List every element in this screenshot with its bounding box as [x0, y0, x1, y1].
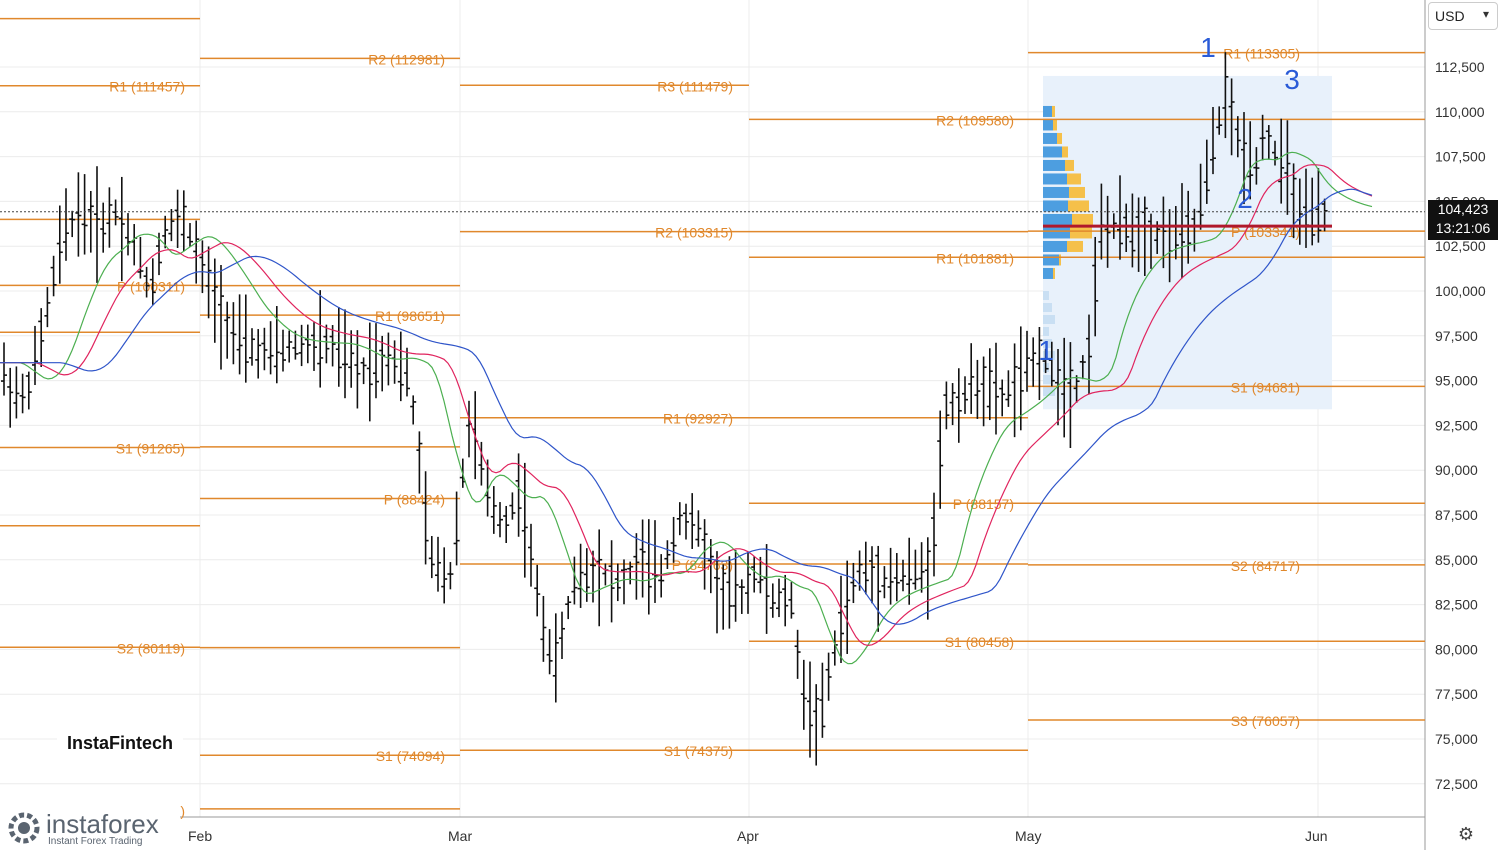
volume-bar-thin — [1043, 327, 1049, 336]
y-tick-label: 107,500 — [1435, 149, 1486, 165]
x-tick-label: Feb — [188, 828, 212, 844]
logo-name: instaforex — [46, 809, 159, 839]
ema-slow-line — [0, 188, 1373, 625]
pivot-label: R1 (101881) — [936, 250, 1014, 266]
volume-bar-buy — [1043, 240, 1067, 252]
pivot-label: R3 (111479) — [657, 78, 733, 94]
pivot-label: S1 (74375) — [664, 743, 733, 759]
pivot-label: S2 (84717) — [1231, 558, 1300, 574]
y-tick-label: 102,500 — [1435, 238, 1486, 254]
volume-bar-thin — [1043, 339, 1052, 348]
volume-bar-sell — [1070, 227, 1092, 239]
volume-bar-buy — [1043, 105, 1052, 117]
pivot-label: S1 (74094) — [376, 748, 445, 764]
last-price-badge: 104,423 13:21:06 — [1428, 200, 1498, 240]
y-tick-label: 100,000 — [1435, 283, 1486, 299]
instafintech-watermark: InstaFintech — [57, 712, 183, 774]
volume-bar-buy — [1043, 254, 1059, 266]
y-tick-label: 80,000 — [1435, 641, 1478, 657]
volume-bar-sell — [1069, 186, 1085, 198]
pivot-label: R1 (111457) — [109, 79, 185, 95]
pivot-label: P (100311) — [117, 278, 185, 294]
volume-bar-buy — [1043, 186, 1069, 198]
volume-bar-buy — [1043, 200, 1068, 212]
gear-icon[interactable]: ⚙ — [1457, 824, 1475, 844]
chevron-down-icon: ▾ — [1482, 7, 1489, 21]
x-tick-label: Apr — [737, 828, 759, 844]
volume-bar-buy — [1043, 267, 1053, 279]
volume-bar-sell — [1053, 267, 1055, 279]
volume-bar-thin — [1043, 303, 1052, 312]
volume-bar-buy — [1043, 213, 1072, 225]
y-tick-label: 97,500 — [1435, 328, 1478, 344]
volume-bar-sell — [1059, 254, 1061, 266]
pivot-label: R2 (112981) — [368, 51, 445, 67]
x-tick-label: Mar — [448, 828, 472, 844]
y-tick-label: 92,500 — [1435, 417, 1478, 433]
pivot-label: R2 (103315) — [655, 225, 733, 241]
y-tick-label: 95,000 — [1435, 373, 1478, 389]
pivot-label: R1 (113305) — [1223, 46, 1300, 62]
pivot-label: S3 (76057) — [1231, 713, 1300, 729]
wave-label: 1 — [1200, 32, 1216, 63]
ema-mid-line — [0, 164, 1373, 647]
volume-bar-buy — [1043, 119, 1053, 131]
logo-tagline: Instant Forex Trading — [48, 836, 143, 847]
y-tick-label: 82,500 — [1435, 597, 1478, 613]
y-tick-label: 75,000 — [1435, 731, 1478, 747]
volume-bar-sell — [1057, 132, 1062, 144]
volume-bar-sell — [1072, 213, 1093, 225]
volume-bar-sell — [1052, 105, 1055, 117]
volume-bar-sell — [1067, 173, 1081, 185]
volume-bar-sell — [1065, 159, 1074, 171]
pivot-label: S2 (80119) — [117, 640, 185, 656]
pivot-label: S1 (80458) — [945, 634, 1014, 650]
watermark-text: InstaFintech — [66, 732, 173, 753]
y-tick-label: 112,500 — [1435, 59, 1485, 75]
pivot-label: R2 (109580) — [936, 112, 1014, 128]
volume-bar-buy — [1043, 146, 1062, 158]
pivot-label: P (88424) — [384, 491, 445, 507]
wave-label: 2 — [1237, 183, 1253, 214]
volume-bar-sell — [1068, 200, 1089, 212]
volume-bar-thin — [1043, 291, 1049, 300]
currency-label: USD — [1435, 8, 1465, 24]
volume-bar-sell — [1067, 240, 1083, 252]
gear-logo-icon — [8, 812, 40, 844]
pivot-label: S1 (91265) — [116, 441, 185, 457]
volume-bar-thin — [1043, 387, 1055, 396]
volume-bar-sell — [1053, 119, 1057, 131]
volume-bar-thin — [1043, 315, 1055, 324]
y-tick-label: 72,500 — [1435, 776, 1478, 792]
volume-bar-thin — [1043, 375, 1052, 384]
pivot-label: P (103341) — [1231, 224, 1300, 240]
y-tick-label: 110,000 — [1435, 104, 1485, 120]
pivot-label: R1 (98651) — [375, 308, 445, 324]
pivot-label: P (88157) — [953, 496, 1014, 512]
volume-bar-thin — [1043, 351, 1055, 360]
y-tick-label: 77,500 — [1435, 686, 1478, 702]
instaforex-logo: instaforex Instant Forex Trading — [0, 805, 180, 850]
y-tick-label: 87,500 — [1435, 507, 1478, 523]
bar-countdown: 13:21:06 — [1435, 220, 1491, 236]
volume-bar-buy — [1043, 227, 1070, 239]
y-tick-label: 90,000 — [1435, 462, 1478, 478]
pivot-label: R1 (92927) — [663, 411, 733, 427]
x-tick-label: May — [1015, 828, 1041, 844]
x-tick-label: Jun — [1305, 828, 1328, 844]
wave-label: 3 — [1284, 64, 1300, 95]
volume-bar-sell — [1062, 146, 1068, 158]
volume-bar-buy — [1043, 173, 1067, 185]
wave-label: 1 — [1038, 335, 1054, 366]
volume-bar-buy — [1043, 132, 1057, 144]
volume-bar-buy — [1043, 159, 1065, 171]
currency-select[interactable]: USD ▾ — [1428, 2, 1498, 30]
y-tick-label: 85,000 — [1435, 552, 1478, 568]
last-price-value: 104,423 — [1437, 201, 1489, 217]
pivot-label: S1 (94681) — [1231, 379, 1300, 395]
